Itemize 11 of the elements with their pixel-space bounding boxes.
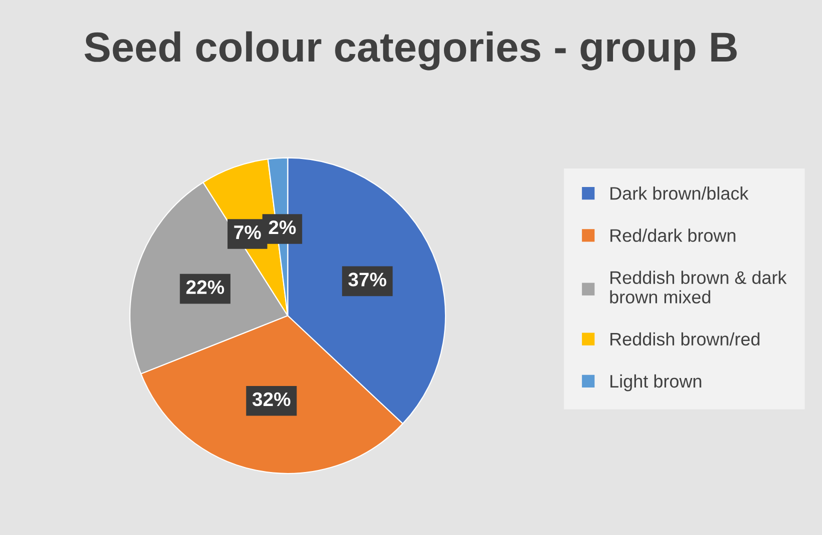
chart-title: Seed colour categories - group B (84, 31, 737, 70)
data-label: 32% (252, 392, 290, 406)
data-label: 22% (186, 280, 224, 294)
legend-label: Red/dark brown (610, 228, 736, 242)
legend-label: Reddish brown & dark brown mixed (610, 270, 787, 304)
data-label: 37% (348, 272, 386, 286)
data-label: 7% (234, 225, 261, 240)
legend-label: Reddish brown/red (610, 332, 760, 346)
data-label: 2% (268, 220, 296, 234)
legend-label: Dark brown/black (610, 186, 749, 200)
legend-label: Light brown (610, 374, 702, 392)
